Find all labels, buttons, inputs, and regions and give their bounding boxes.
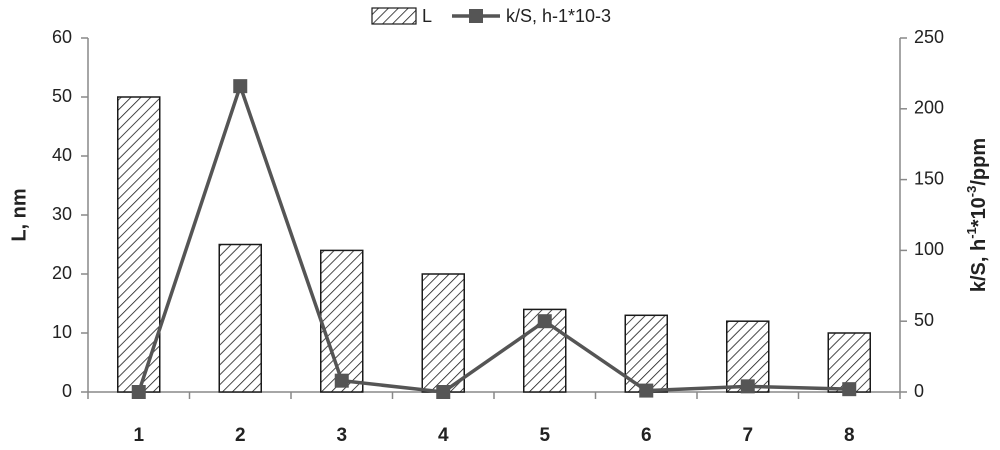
x-tick-label: 3	[336, 425, 347, 446]
y2-tick-label: 50	[914, 310, 934, 330]
x-tick-label: 6	[641, 425, 652, 446]
bar	[218, 243, 262, 393]
x-tick-label: 4	[438, 425, 449, 446]
y-tick-label: 0	[62, 381, 72, 401]
y-tick-label: 30	[52, 204, 72, 224]
x-tick-label: 2	[235, 425, 246, 446]
y2-title-part: k/S, h	[968, 239, 990, 292]
x-tick-label: 8	[844, 425, 855, 446]
y2-tick-label: 150	[914, 168, 944, 188]
marker	[436, 385, 451, 399]
x-tick-label: 7	[742, 425, 753, 446]
x-tick-label: 5	[539, 425, 550, 446]
marker	[537, 314, 552, 329]
legend-label: L	[422, 6, 432, 26]
marker	[740, 379, 755, 394]
y2-axis-title: k/S, h-1*10-3/ppm	[964, 138, 990, 292]
y2-tick-label: 250	[914, 27, 944, 47]
y2-title-sup: -3	[964, 186, 979, 198]
bar	[117, 96, 161, 393]
y2-tick-label: 200	[914, 98, 944, 118]
legend-label: k/S, h-1*10-3	[506, 6, 611, 26]
y-tick-label: 50	[52, 86, 72, 106]
y2-tick-label: 100	[914, 239, 944, 259]
y-axis-title: L, nm	[8, 188, 30, 241]
y2-title-sup: -1	[964, 227, 979, 239]
y-tick-label: 40	[52, 145, 72, 165]
marker	[233, 79, 248, 94]
bar	[320, 249, 364, 393]
legend-swatch	[371, 7, 417, 25]
marker	[639, 383, 654, 398]
bar	[421, 273, 465, 393]
y-tick-label: 60	[52, 27, 72, 47]
marker	[334, 373, 349, 388]
y-tick-label: 10	[52, 322, 72, 342]
marker	[131, 385, 146, 399]
y2-title-part: *10	[968, 197, 990, 227]
y-tick-label: 20	[52, 263, 72, 283]
y2-title-part: /ppm	[968, 138, 990, 186]
marker	[842, 382, 857, 397]
legend-swatch	[469, 9, 483, 23]
x-tick-label: 1	[133, 425, 144, 446]
y2-tick-label: 0	[914, 381, 924, 401]
line	[137, 80, 850, 394]
